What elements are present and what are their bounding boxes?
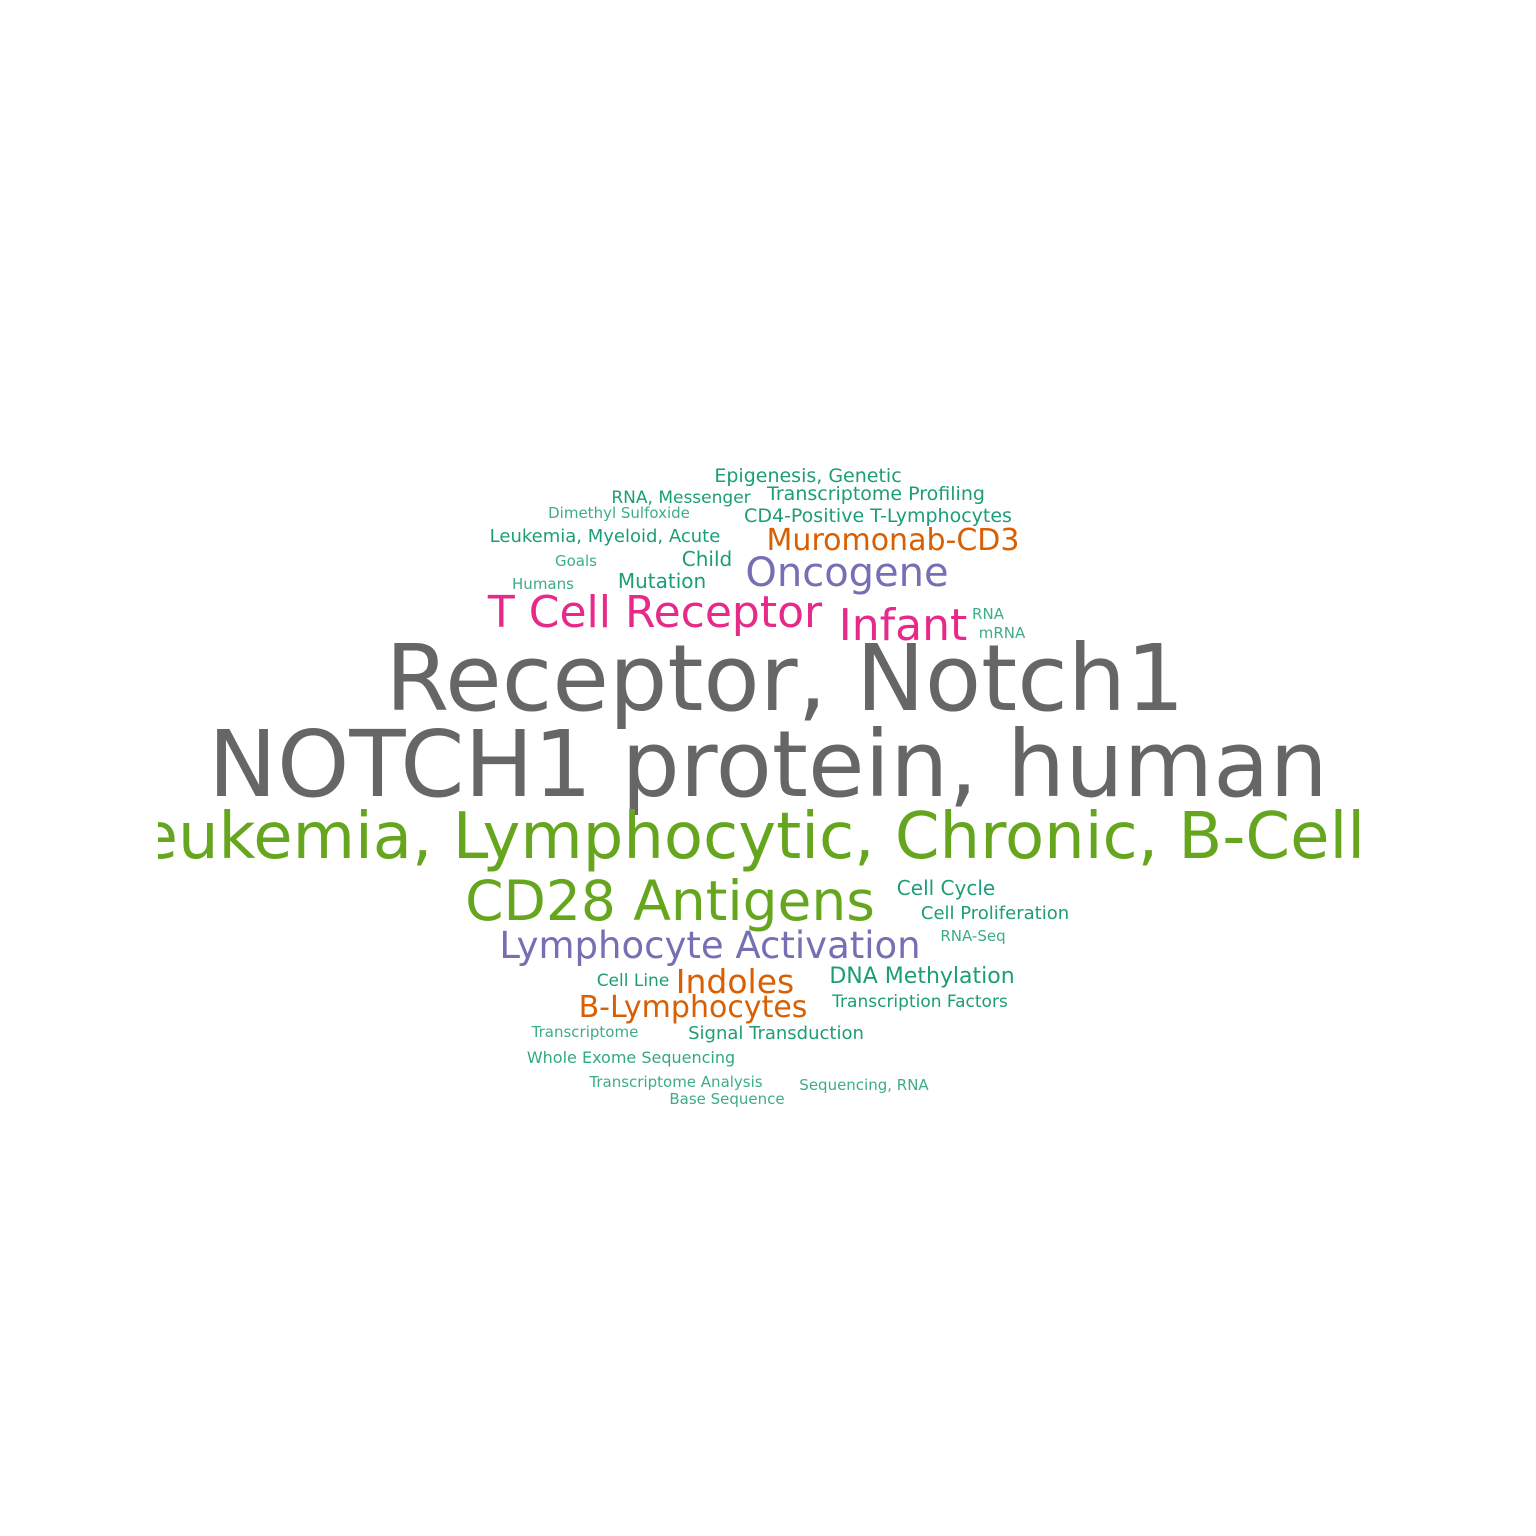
word-leukemia-lymphocytic-chronic-b-cell: Leukemia, Lymphocytic, Chronic, B-Cell <box>104 800 1365 874</box>
word-notch1-protein-human: NOTCH1 protein, human <box>208 711 1328 818</box>
word-signal-transduction: Signal Transduction <box>688 1023 864 1044</box>
word-base-sequence: Base Sequence <box>669 1090 784 1108</box>
word-rna: RNA <box>972 605 1005 623</box>
word-mrna: mRNA <box>979 624 1026 642</box>
word-cd4-positive-t-lymphocytes: CD4-Positive T-Lymphocytes <box>744 505 1012 527</box>
word-cell-proliferation: Cell Proliferation <box>921 903 1069 924</box>
word-b-lymphocytes: B-Lymphocytes <box>579 990 808 1025</box>
word-transcriptome: Transcriptome <box>531 1023 639 1041</box>
word-cd28-antigens: CD28 Antigens <box>465 869 875 933</box>
word-child: Child <box>682 547 732 571</box>
word-goals: Goals <box>555 552 597 570</box>
word-lymphocyte-activation: Lymphocyte Activation <box>499 924 920 967</box>
word-indoles: Indoles <box>676 962 794 1001</box>
word-dimethyl-sulfoxide: Dimethyl Sulfoxide <box>548 504 690 522</box>
word-cell-line: Cell Line <box>597 971 670 991</box>
word-rna-seq: RNA-Seq <box>940 927 1005 945</box>
word-mutation: Mutation <box>618 569 706 593</box>
word-sequencing-rna: Sequencing, RNA <box>799 1076 929 1094</box>
word-transcriptome-analysis: Transcriptome Analysis <box>588 1073 762 1091</box>
word-transcription-factors: Transcription Factors <box>831 992 1008 1012</box>
word-leukemia-myeloid-acute: Leukemia, Myeloid, Acute <box>490 526 721 547</box>
word-humans: Humans <box>512 575 574 593</box>
word-receptor-notch1: Receptor, Notch1 <box>385 625 1184 732</box>
word-t-cell-receptor: T Cell Receptor <box>487 587 823 638</box>
word-rna-messenger: RNA, Messenger <box>611 488 750 508</box>
word-oncogene: Oncogene <box>745 550 948 596</box>
word-cell-cycle: Cell Cycle <box>897 876 995 900</box>
word-dna-methylation: DNA Methylation <box>829 964 1014 989</box>
word-epigenesis-genetic: Epigenesis, Genetic <box>714 465 901 487</box>
word-infant: Infant <box>839 600 967 651</box>
word-muromonab-cd3: Muromonab-CD3 <box>767 523 1020 558</box>
word-transcriptome-profiling: Transcriptome Profiling <box>766 483 985 505</box>
word-whole-exome-sequencing: Whole Exome Sequencing <box>527 1048 735 1067</box>
